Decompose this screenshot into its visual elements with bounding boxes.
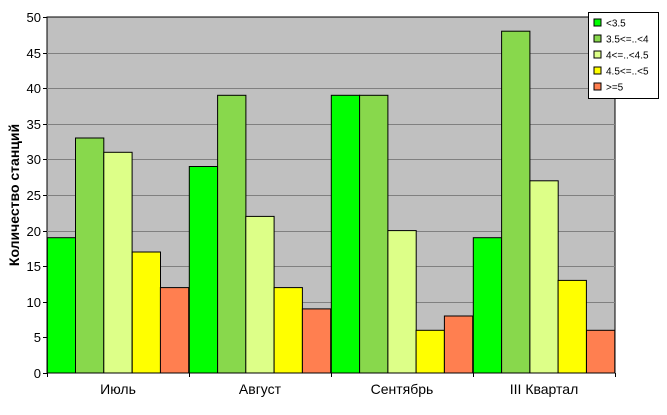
y-tick-label: 5: [34, 330, 41, 345]
bar-4-5: [586, 329, 616, 374]
bar-2-5: [301, 308, 332, 374]
bar-3-3: [387, 230, 417, 374]
legend-swatch: [593, 66, 602, 75]
legend-swatch: [593, 50, 602, 59]
bar-2-3: [245, 215, 275, 374]
bar-3-5: [443, 315, 474, 374]
x-category-label: Июль: [100, 381, 136, 397]
bar-3-1: [330, 94, 361, 374]
y-tick-label: 40: [27, 81, 41, 96]
legend-label: >=5: [606, 83, 624, 94]
y-tick-label: 0: [34, 366, 41, 381]
y-tick-labels: 0 5 10 15 20 25 30 35 40 45 50: [27, 10, 41, 381]
bars: [46, 30, 616, 374]
bar-2-1: [188, 166, 219, 374]
bar-3-4: [415, 329, 445, 374]
bar-3-2: [359, 94, 389, 374]
y-tick-label: 30: [27, 152, 41, 167]
bar-1-2: [75, 137, 105, 374]
legend-label: 3.5<=..<4: [606, 35, 649, 46]
bar-4-1: [472, 237, 503, 374]
axes: [43, 17, 616, 377]
x-category-label: Сентябрь: [371, 381, 434, 397]
y-tick-label: 25: [27, 188, 41, 203]
y-tick-label: 20: [27, 224, 41, 239]
bar-4-3: [529, 180, 559, 374]
bar-2-4: [273, 287, 303, 374]
x-category-label: Август: [239, 381, 282, 397]
legend-label: 4.5<=..<5: [606, 67, 649, 78]
y-tick-label: 15: [27, 259, 41, 274]
legend-label: <3.5: [606, 19, 626, 30]
bar-1-5: [159, 287, 190, 374]
bar-4-4: [557, 279, 587, 374]
bar-4-2: [501, 30, 531, 374]
bar-1-1: [46, 237, 77, 374]
y-tick-label: 35: [27, 117, 41, 132]
y-tick-label: 10: [27, 295, 41, 310]
legend-swatch: [593, 18, 602, 27]
bar-1-4: [131, 251, 161, 374]
y-tick-label: 45: [27, 46, 41, 61]
x-category-label: III Квартал: [510, 381, 578, 397]
legend-label: 4<=..<4.5: [606, 51, 649, 62]
y-tick-label: 50: [27, 10, 41, 25]
legend-swatch: [593, 82, 602, 91]
bar-2-2: [217, 94, 247, 374]
x-category-labels: Июль Август Сентябрь III Квартал: [100, 381, 578, 397]
bar-1-3: [103, 151, 133, 374]
y-axis-label: Количество станций: [6, 124, 22, 266]
legend-swatch: [593, 34, 602, 43]
legend: <3.5 3.5<=..<4 4<=..<4.5 4.5<=..<5 >=5: [588, 12, 659, 99]
